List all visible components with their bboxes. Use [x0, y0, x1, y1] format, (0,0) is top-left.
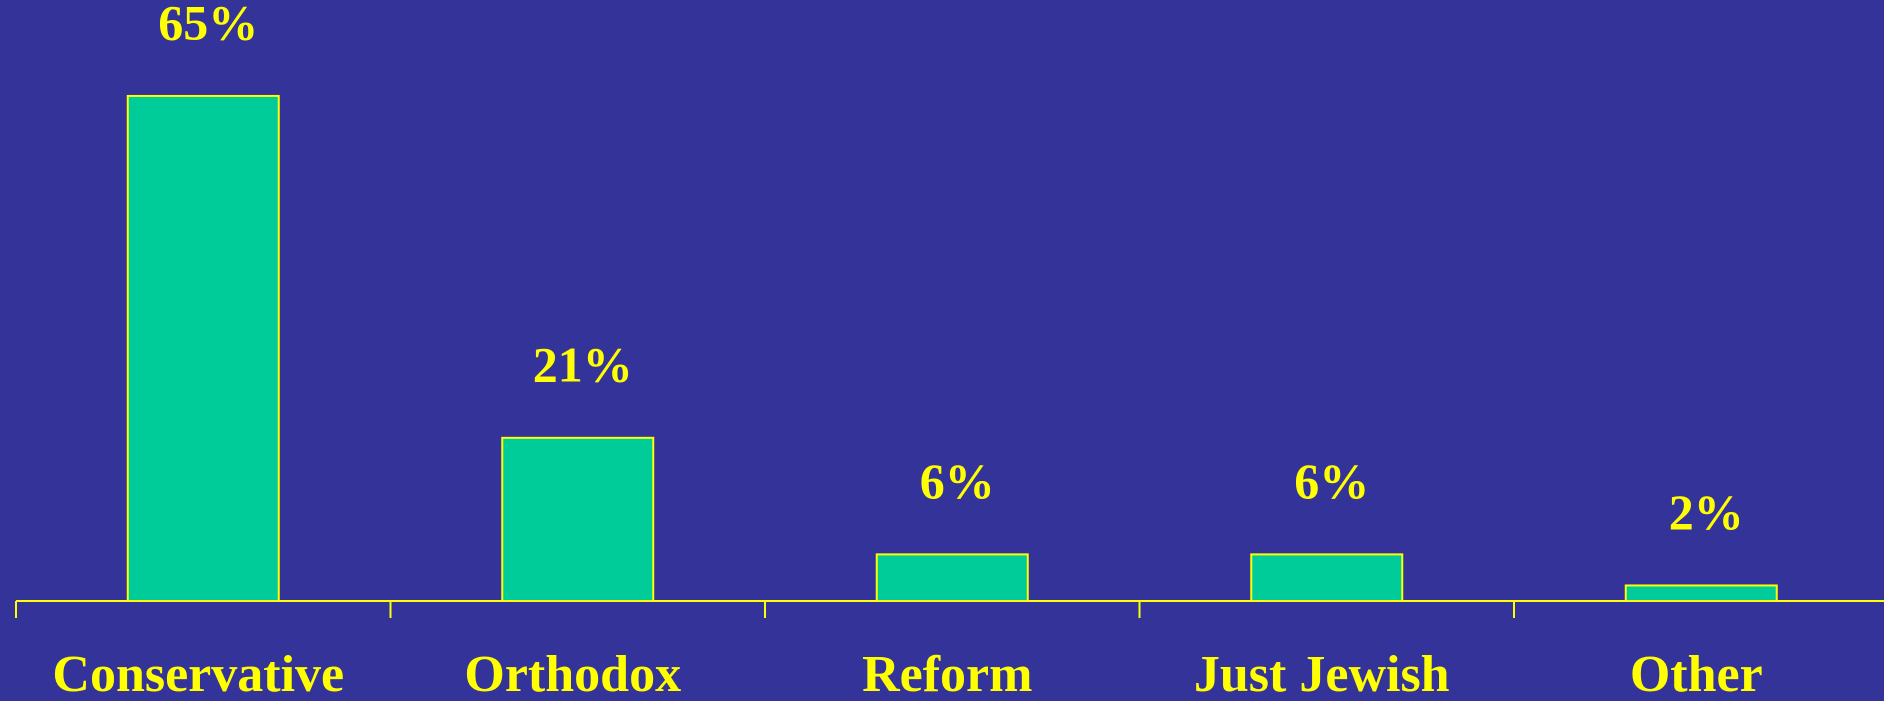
- bar: [875, 553, 1029, 603]
- bar: [126, 94, 280, 602]
- value-label: 65%: [158, 0, 258, 50]
- x-tick-label: Other: [1630, 646, 1763, 701]
- x-tick-label: Orthodox: [464, 646, 681, 701]
- value-label: 6%: [1294, 453, 1369, 509]
- value-label: 2%: [1669, 484, 1744, 540]
- x-tick-label: Reform: [862, 646, 1032, 701]
- x-tick-label: Just Jewish: [1194, 646, 1450, 701]
- bar: [1250, 553, 1404, 603]
- bar: [1624, 584, 1778, 603]
- value-label: 6%: [920, 453, 995, 509]
- x-tick-label: Conservative: [52, 646, 344, 701]
- bar: [501, 436, 655, 602]
- value-label: 21%: [533, 336, 633, 392]
